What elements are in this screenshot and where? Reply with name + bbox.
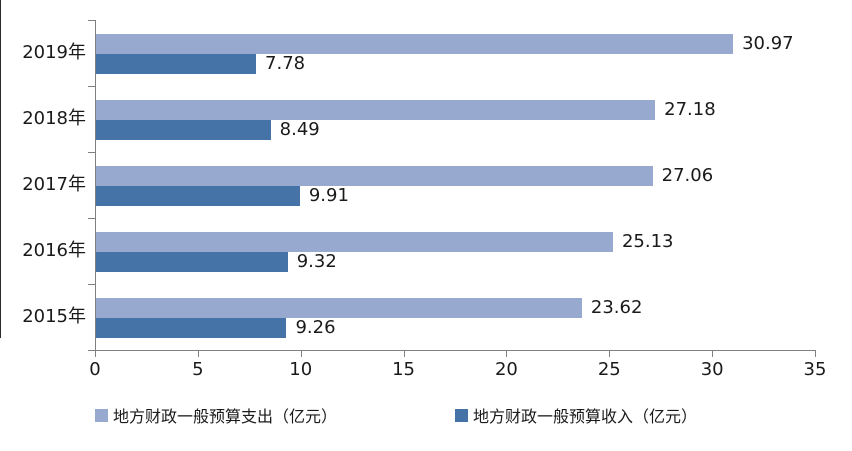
y-axis-tick <box>88 284 96 285</box>
revenue-value-label: 9.32 <box>296 251 337 272</box>
x-axis-tick <box>609 351 611 357</box>
x-axis-tick <box>95 351 96 357</box>
plot-area: 30.97 7.78 27.18 8.49 27.06 9.91 25.13 9.32 23.6… <box>88 20 816 351</box>
x-axis-tick <box>197 351 199 357</box>
revenue-bar <box>96 318 287 338</box>
legend-swatch-icon <box>95 408 108 422</box>
x-axis-tick-label: 25 <box>597 359 621 380</box>
x-axis-tick-label: 30 <box>700 359 724 380</box>
x-axis-tick-label: 35 <box>803 359 827 380</box>
y-axis-tick <box>88 86 96 87</box>
legend: 地方财政一般预算支出（亿元） 地方财政一般预算收入（亿元） <box>0 402 852 432</box>
x-axis-tick <box>712 351 714 357</box>
expenditure-value-label: 25.13 <box>621 231 674 252</box>
x-axis-tick-label: 20 <box>494 359 518 380</box>
y-axis-label: 2019年 <box>22 42 86 63</box>
left-edge-border-line <box>0 0 1 338</box>
legend-label: 地方财政一般预算支出（亿元） <box>113 407 338 426</box>
x-axis-tick-label: 10 <box>289 359 313 380</box>
revenue-bar <box>96 252 288 272</box>
x-axis-tick <box>403 351 405 357</box>
revenue-bar <box>96 54 257 74</box>
x-axis-tick-label: 5 <box>192 359 204 380</box>
legend-swatch-icon <box>455 408 468 422</box>
x-axis-tick <box>506 351 508 357</box>
legend-label: 地方财政一般预算收入（亿元） <box>473 407 698 426</box>
y-axis-tick <box>88 152 96 153</box>
x-axis-tick <box>815 351 816 357</box>
y-axis-label: 2015年 <box>22 306 86 327</box>
expenditure-value-label: 23.62 <box>590 297 643 318</box>
y-axis-tick <box>88 350 96 351</box>
revenue-value-label: 9.91 <box>308 185 349 206</box>
y-axis-tick <box>88 20 96 21</box>
x-axis-tick-label: 15 <box>392 359 416 380</box>
legend-item-expenditure: 地方财政一般预算支出（亿元） <box>95 402 337 428</box>
y-axis-label: 2016年 <box>22 240 86 261</box>
revenue-value-label: 8.49 <box>279 119 320 140</box>
expenditure-bar <box>96 100 656 120</box>
expenditure-bar <box>96 34 734 54</box>
expenditure-bar <box>96 298 582 318</box>
revenue-value-label: 7.78 <box>265 53 306 74</box>
revenue-bar <box>96 186 300 206</box>
expenditure-value-label: 27.06 <box>661 165 714 186</box>
x-axis-tick <box>300 351 302 357</box>
y-axis-label: 2017年 <box>22 174 86 195</box>
revenue-bar <box>96 120 271 140</box>
expenditure-value-label: 27.18 <box>664 99 716 120</box>
expenditure-bar <box>96 166 653 186</box>
legend-item-revenue: 地方财政一般预算收入（亿元） <box>455 402 697 428</box>
y-axis-label: 2018年 <box>22 108 86 129</box>
x-axis-tick-label: 0 <box>89 359 101 380</box>
revenue-value-label: 9.26 <box>295 317 336 338</box>
expenditure-value-label: 30.97 <box>742 33 794 54</box>
expenditure-bar <box>96 232 613 252</box>
y-axis-tick <box>88 218 96 219</box>
